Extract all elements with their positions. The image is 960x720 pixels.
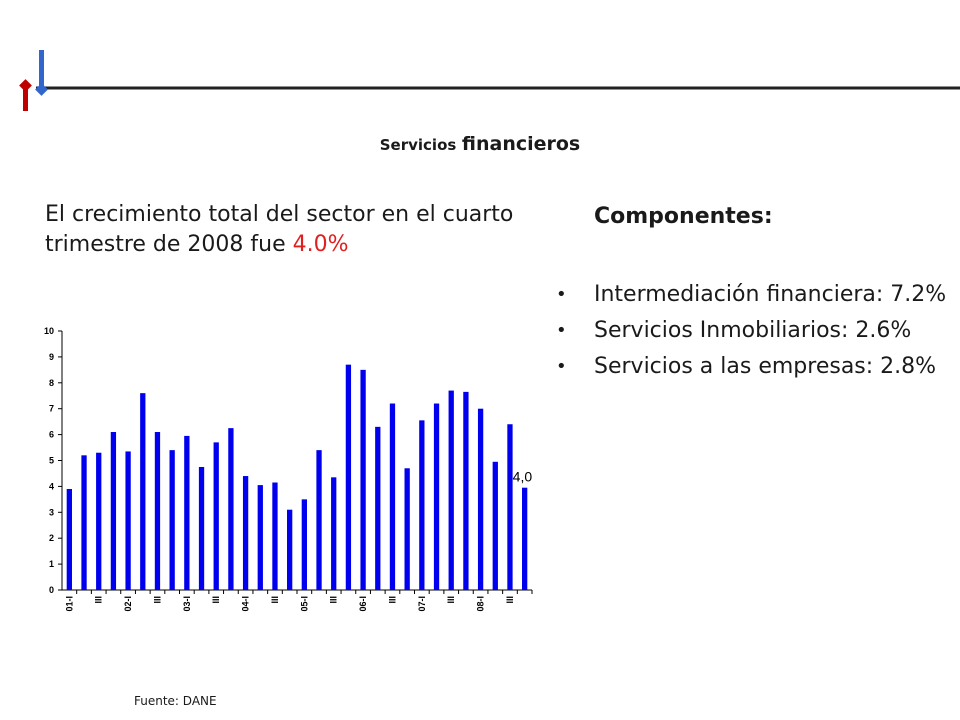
bar [419, 420, 425, 590]
bar [301, 499, 307, 590]
x-tick-label: III [329, 596, 339, 604]
page-title-big: financieros [461, 133, 581, 155]
x-tick-label: 03-I [182, 596, 192, 612]
bullet-icon: • [556, 320, 567, 341]
bar [463, 391, 469, 590]
bar [345, 364, 352, 590]
list-item: • Intermediación financiera: 7.2% [556, 280, 956, 310]
bar [507, 424, 513, 590]
x-tick-label: 02-I [123, 596, 133, 612]
bar [154, 432, 161, 590]
bar [140, 393, 146, 590]
page-title-small: Servicios [379, 136, 457, 154]
bar [433, 403, 440, 590]
x-tick-label: 04-I [241, 596, 251, 612]
component-label: Servicios a las empresas: 2.8% [594, 354, 937, 379]
bar [110, 432, 117, 590]
bar [66, 488, 72, 590]
logo-blue-diamond [35, 83, 48, 96]
chart-annotation: 4,0 [513, 469, 533, 485]
corner-logo [19, 50, 960, 111]
bar [316, 450, 322, 590]
bar [81, 455, 87, 590]
x-tick-label: III [387, 596, 397, 604]
components-heading: Componentes: [594, 204, 773, 229]
bar [213, 442, 219, 590]
bar [360, 369, 366, 590]
x-tick-label: 07-I [417, 596, 427, 612]
y-tick-label: 3 [49, 507, 54, 517]
bar [404, 468, 410, 590]
x-tick-label: III [152, 596, 162, 604]
bar [257, 485, 263, 590]
list-item: • Servicios a las empresas: 2.8% [556, 352, 956, 382]
y-tick-label: 5 [49, 456, 54, 466]
bar [389, 403, 396, 590]
y-tick-label: 2 [49, 533, 54, 543]
y-tick-label: 6 [49, 430, 54, 440]
y-tick-label: 9 [49, 352, 54, 362]
logo-red-bar [23, 88, 28, 111]
component-label: Servicios Inmobiliarios: 2.6% [594, 318, 912, 343]
bar [242, 476, 249, 590]
y-tick-label: 1 [49, 559, 54, 569]
bar [125, 451, 131, 590]
x-tick-label: III [505, 596, 515, 604]
y-tick-label: 7 [49, 404, 54, 414]
growth-bar-chart: 0 1 2 3 4 5 6 7 8 9 10 01-I III 02-I III 03-I III 04-I II… [44, 326, 533, 612]
bar [228, 428, 234, 591]
bar [375, 426, 381, 590]
bar [522, 487, 528, 590]
source-note: Fuente: DANE [134, 694, 217, 708]
bar [169, 450, 175, 590]
x-tick-label: 01-I [64, 596, 74, 612]
component-label: Intermediación financiera: 7.2% [594, 282, 947, 307]
components-list: • Intermediación financiera: 7.2% • Servic… [556, 280, 956, 388]
lead-value: 4.0% [292, 232, 349, 257]
y-tick-label: 4 [49, 481, 54, 491]
bar [448, 390, 454, 590]
y-tick-label: 8 [49, 378, 54, 388]
lead-sentence: El crecimiento total del sector en el cu… [45, 202, 514, 257]
bullet-icon: • [556, 356, 567, 377]
bar [272, 482, 278, 590]
x-tick-label: III [446, 596, 456, 604]
x-tick-label: 05-I [299, 596, 309, 612]
y-tick-label: 10 [44, 326, 54, 336]
bar [96, 452, 102, 590]
chart-x-ticks: 01-I III 02-I III 03-I III 04-I III 05-I III 06-I I… [64, 590, 533, 612]
x-tick-label: 08-I [476, 596, 486, 612]
x-tick-label: III [211, 596, 221, 604]
chart-y-ticks: 0 1 2 3 4 5 6 7 8 9 10 [44, 326, 62, 595]
page-title: Servicios financieros [0, 133, 960, 155]
bar [492, 461, 498, 590]
x-tick-label: 06-I [358, 596, 368, 612]
logo-red-diamond [19, 79, 32, 92]
bar [477, 408, 484, 590]
chart-bars [66, 364, 528, 591]
bar [287, 509, 293, 590]
x-tick-label: III [270, 596, 280, 604]
lead-text: El crecimiento total del sector en el cu… [45, 200, 515, 260]
x-tick-label: III [94, 596, 104, 604]
chart-axes [61, 331, 532, 591]
bullet-icon: • [556, 284, 567, 305]
bar [184, 435, 190, 590]
bar [198, 466, 205, 590]
y-tick-label: 0 [49, 585, 54, 595]
list-item: • Servicios Inmobiliarios: 2.6% [556, 316, 956, 346]
bar [331, 477, 337, 590]
logo-blue-bar [39, 50, 44, 90]
